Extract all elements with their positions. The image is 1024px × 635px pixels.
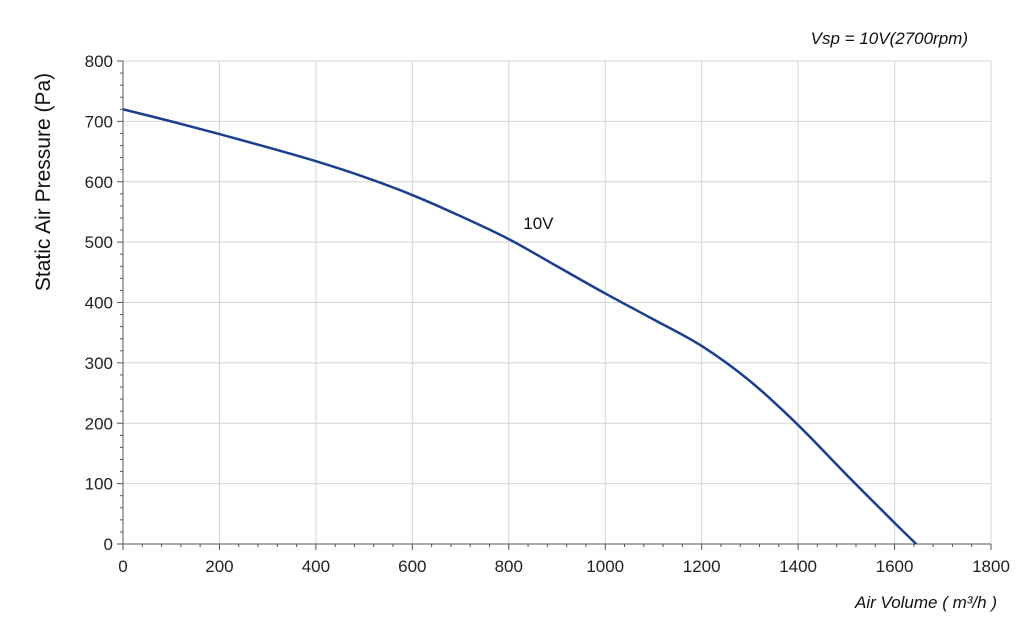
- x-tick-label: 1000: [586, 557, 624, 576]
- y-tick-label: 100: [85, 475, 113, 494]
- series-layer: [122, 108, 918, 545]
- y-tick-label: 700: [85, 112, 113, 131]
- x-tick-label: 1600: [876, 557, 914, 576]
- y-tick-label: 800: [85, 52, 113, 71]
- x-tick-label: 0: [118, 557, 127, 576]
- y-tick-label: 400: [85, 294, 113, 313]
- y-axis-label: Static Air Pressure (Pa): [32, 73, 55, 291]
- annotations: 10V: [523, 214, 554, 233]
- x-tick-label: 400: [302, 557, 330, 576]
- tick-labels: 0 200 400 600 800 1000 1200 1400 1600 1800 0 100 200…: [85, 52, 1010, 576]
- x-tick-label: 1200: [683, 557, 721, 576]
- x-tick-label: 1800: [972, 557, 1010, 576]
- x-tick-label: 200: [205, 557, 233, 576]
- y-tick-label: 600: [85, 173, 113, 192]
- x-tick-label: 1400: [779, 557, 817, 576]
- y-tick-label: 200: [85, 414, 113, 433]
- y-tick-label: 300: [85, 354, 113, 373]
- axis-layer: [117, 60, 992, 550]
- y-tick-label: 500: [85, 233, 113, 252]
- chart-subtitle: Vsp = 10V(2700rpm): [811, 29, 968, 48]
- x-axis-label: Air Volume ( m³/h ): [854, 593, 997, 612]
- x-tick-label: 800: [495, 557, 523, 576]
- series-annotation-label: 10V: [523, 214, 554, 233]
- x-tick-label: 600: [398, 557, 426, 576]
- grid-layer: [122, 60, 992, 545]
- y-tick-label: 0: [104, 535, 113, 554]
- series-line-10V: [122, 108, 918, 545]
